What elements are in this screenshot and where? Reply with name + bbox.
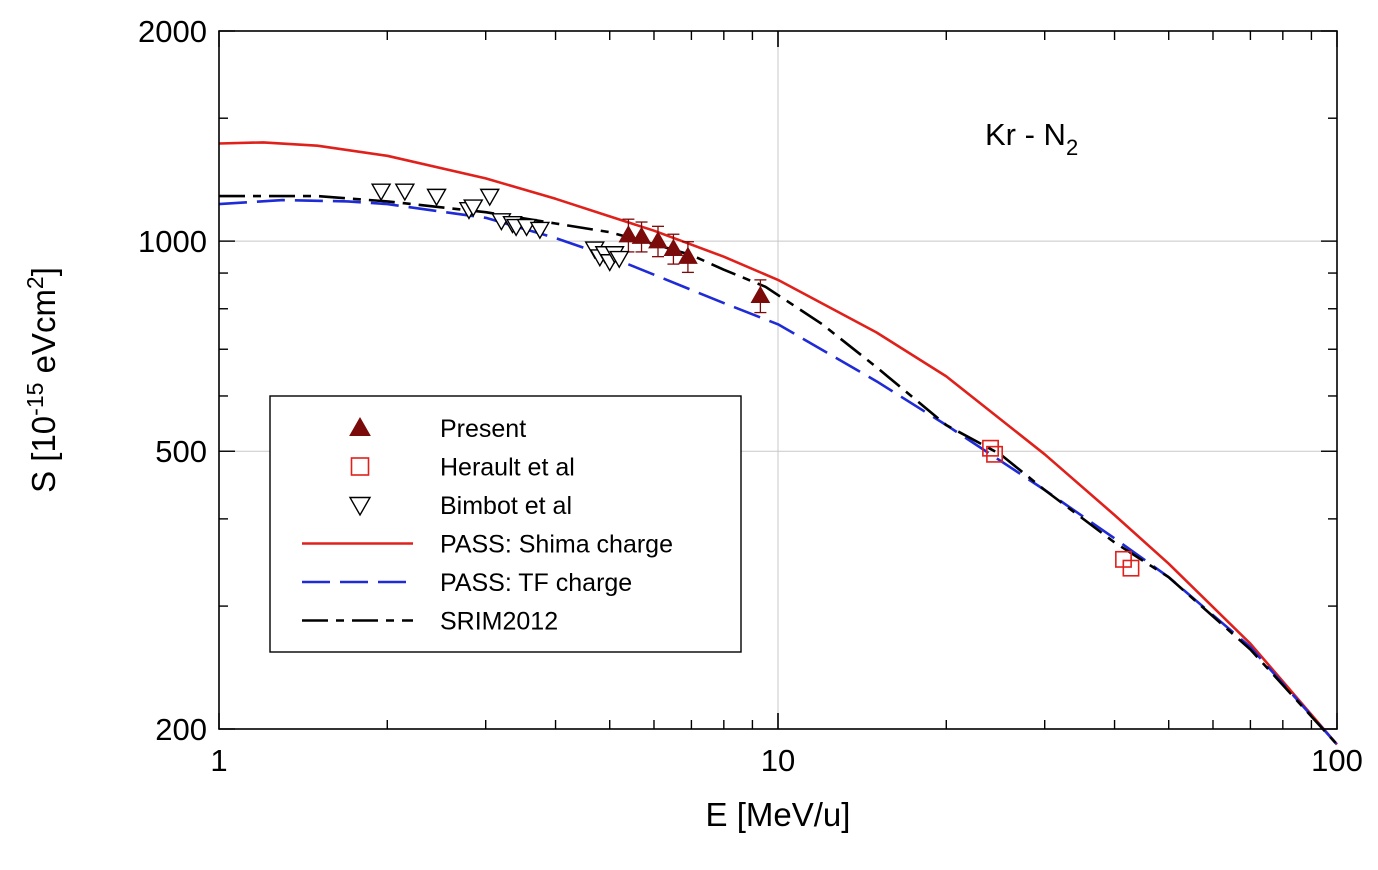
series-line-srim2012	[219, 194, 1338, 746]
x-tick-label: 10	[761, 743, 795, 778]
x-tick-label: 100	[1311, 743, 1363, 778]
legend-item: PASS: TF charge	[302, 569, 632, 597]
plot-frame	[218, 30, 1338, 730]
data-point	[370, 183, 392, 202]
data-point	[750, 285, 771, 304]
y-tick-label: 500	[155, 434, 207, 469]
y-tick-label: 2000	[138, 14, 207, 49]
axis-ticks	[218, 30, 1338, 730]
legend-item: PASS: Shima charge	[302, 531, 673, 559]
legend: Present Herault et al Bimbot et al PASS: Sh…	[269, 395, 742, 653]
tick-labels: 1 10 100 200 500 1000 2000	[138, 14, 1363, 778]
legend-item: SRIM2012	[302, 608, 558, 636]
legend-label: SRIM2012	[440, 608, 558, 636]
data-point	[426, 188, 447, 207]
legend-marker	[350, 457, 370, 476]
series-line-pass-tf-charge	[218, 198, 1338, 746]
annotation-label: Kr - N2	[985, 117, 1078, 160]
series-line-pass-shima-charge	[218, 141, 1338, 746]
y-axis-title: S [10-15 eVcm2]	[22, 267, 62, 493]
legend-label: Present	[440, 415, 526, 443]
data-point	[986, 445, 1004, 463]
data-point	[463, 199, 484, 218]
data-point	[663, 238, 684, 257]
legend-label: Herault et al	[440, 454, 575, 482]
y-tick-label: 1000	[138, 224, 207, 259]
legend-label: PASS: Shima charge	[440, 531, 673, 559]
data-point	[648, 231, 668, 249]
legend-label: Bimbot et al	[440, 492, 572, 520]
data-point	[479, 188, 500, 207]
x-tick-label: 1	[210, 743, 227, 778]
data-point	[982, 439, 999, 457]
legend-marker	[349, 416, 371, 436]
legend-item: Bimbot et al	[348, 492, 572, 520]
legend-label: PASS: TF charge	[440, 569, 632, 597]
y-tick-label: 200	[155, 712, 207, 747]
data-point	[618, 225, 639, 243]
legend-box	[269, 395, 742, 653]
data-point	[609, 250, 630, 269]
data-point	[529, 221, 551, 240]
legend-item: Present	[349, 415, 526, 443]
data-point	[631, 226, 652, 244]
data-point	[394, 183, 416, 202]
x-axis-title: E [MeV/u]	[706, 796, 851, 833]
data-point	[678, 246, 698, 264]
data-point	[1122, 559, 1140, 577]
legend-marker	[348, 496, 372, 517]
series-points	[370, 183, 1140, 577]
legend-item: Herault et al	[350, 454, 575, 482]
series-lines	[218, 141, 1338, 746]
